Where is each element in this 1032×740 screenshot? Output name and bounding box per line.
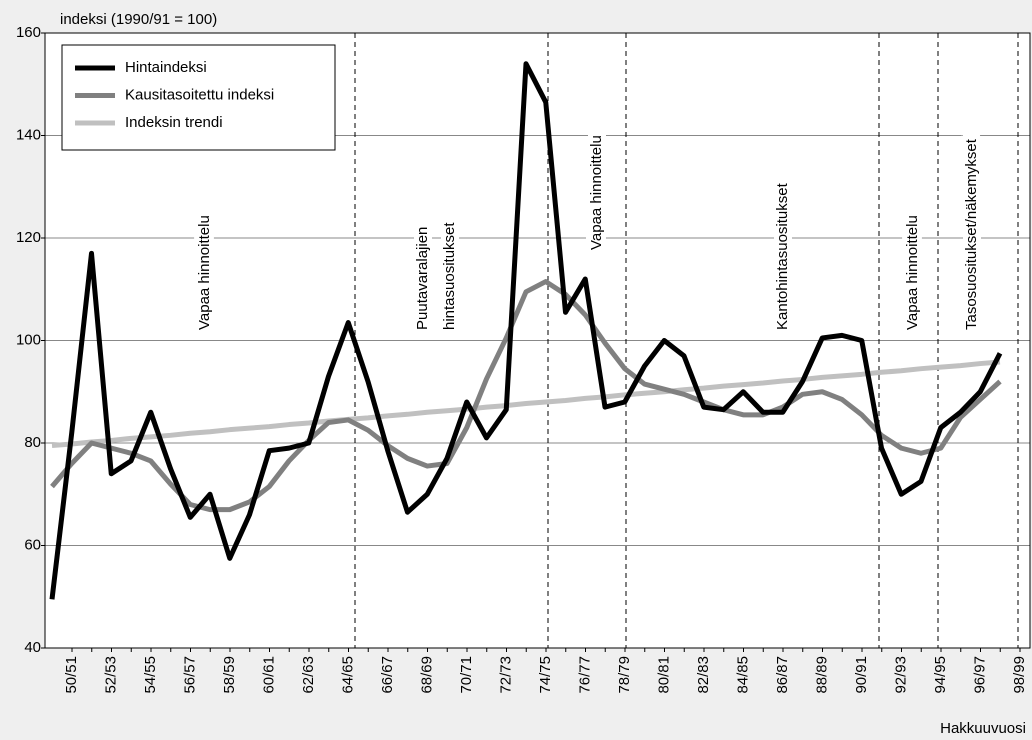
period-label: Kantohintasuositukset: [774, 182, 791, 330]
x-tick-label: 86/87: [774, 656, 791, 694]
x-tick-label: 90/91: [853, 656, 870, 694]
x-tick-label: 60/61: [260, 656, 277, 694]
y-tick-label: 140: [16, 126, 41, 143]
series-line: [51, 359, 1001, 449]
y-tick-label: 40: [24, 639, 41, 656]
period-label: hintasuositukset: [441, 222, 458, 330]
x-tick-label: 50/51: [63, 656, 80, 694]
x-tick-label: 52/53: [102, 656, 119, 694]
x-tick-label: 70/71: [458, 656, 475, 694]
x-tick-label: 88/89: [813, 656, 830, 694]
series-lines: [49, 61, 1003, 600]
x-axis-label: Hakkuuvuosi: [940, 720, 1026, 737]
legend-label: Kausitasoitettu indeksi: [125, 86, 274, 103]
plot-border: [44, 32, 1031, 649]
x-tick-label: 98/99: [1011, 656, 1028, 694]
x-tick-label: 58/59: [221, 656, 238, 694]
legend-label: Hintaindeksi: [125, 59, 207, 76]
period-label: Vapaa hinnoittelu: [196, 215, 213, 330]
x-tick-label: 56/57: [181, 656, 198, 694]
legend: Hintaindeksi Kausitasoitettu indeksi Indek…: [75, 59, 274, 131]
series-line: [49, 61, 1003, 600]
x-tick-labels: 50/51 52/53 54/55 56/57 58/59 60/61 62/63 64/65…: [63, 648, 1028, 694]
period-label: Puutavaralajien: [414, 227, 431, 330]
x-tick-label: 62/63: [300, 656, 317, 694]
y-tick-label: 80: [24, 434, 41, 451]
legend-label: Indeksin trendi: [125, 114, 223, 131]
x-tick-label: 54/55: [142, 656, 159, 694]
x-tick-label: 80/81: [655, 656, 672, 694]
period-label: Vapaa hinnoittelu: [588, 135, 605, 250]
x-tick-label: 74/75: [537, 656, 554, 694]
series-line: [50, 279, 1002, 513]
period-label: Tasosuositukset/näkemykset: [963, 138, 980, 330]
x-tick-label: 82/83: [695, 656, 712, 694]
x-tick-label: 84/85: [734, 656, 751, 694]
y-axis-label: indeksi (1990/91 = 100): [60, 11, 217, 28]
x-tick-label: 94/95: [932, 656, 949, 694]
period-label: Vapaa hinnoittelu: [904, 215, 921, 330]
y-tick-label: 120: [16, 229, 41, 246]
x-tick-label: 68/69: [418, 656, 435, 694]
x-tick-label: 76/77: [576, 656, 593, 694]
x-tick-label: 66/67: [379, 656, 396, 694]
y-tick-label: 60: [24, 536, 41, 553]
y-tick-label: 160: [16, 24, 41, 41]
y-tick-label: 100: [16, 331, 41, 348]
x-tick-label: 78/79: [616, 656, 633, 694]
x-tick-label: 92/93: [892, 656, 909, 694]
x-tick-label: 96/97: [971, 656, 988, 694]
x-tick-label: 72/73: [497, 656, 514, 694]
x-tick-label: 64/65: [339, 656, 356, 694]
